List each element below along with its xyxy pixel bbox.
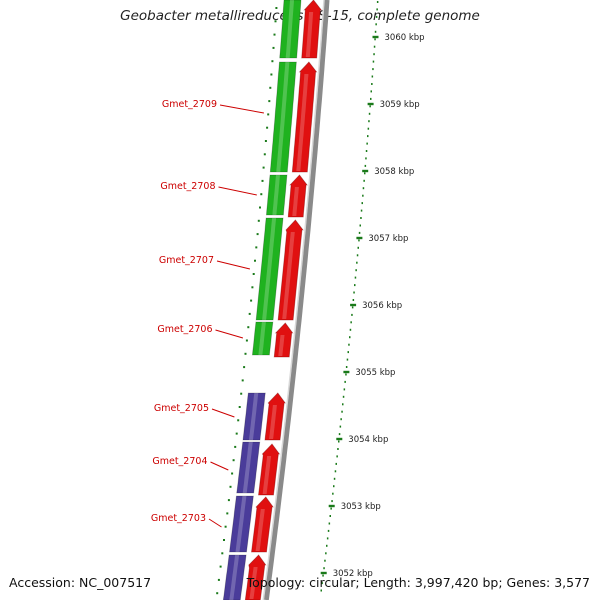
reverse-cds-shine (276, 62, 290, 172)
backbone-line (263, 0, 330, 600)
forward-cds-shine (278, 335, 285, 356)
reverse-cds-block[interactable] (279, 0, 302, 59)
ruler-label: 3052 kbp (333, 569, 373, 579)
forward-cds-shine (269, 405, 277, 439)
forward-cds-arrow[interactable] (251, 496, 274, 553)
backbone-highlight (262, 0, 325, 600)
reverse-cds-block[interactable] (222, 554, 247, 600)
reverse-strand-features (222, 0, 302, 600)
forward-cds-arrow[interactable] (287, 174, 308, 218)
reverse-cds-shine (285, 0, 294, 58)
reverse-cds-shine (242, 442, 253, 493)
ruler-label: 3059 kbp (380, 100, 420, 110)
reverse-cds-block[interactable] (236, 441, 261, 494)
gene-label[interactable]: Gmet_2704 (152, 456, 207, 467)
forward-cds-shine (262, 456, 272, 494)
gene-leader-line (211, 408, 235, 418)
reverse-cds-shine (272, 175, 280, 215)
reverse-cds-block[interactable] (242, 392, 266, 441)
forward-cds-arrow[interactable] (264, 392, 286, 441)
reverse-cds-block[interactable] (265, 174, 288, 216)
forward-cds-arrow[interactable] (273, 322, 294, 358)
reverse-cds-shine (229, 555, 240, 600)
forward-cds-arrow[interactable] (258, 443, 281, 496)
reverse-cds-shine (262, 218, 277, 320)
gene-label[interactable]: Gmet_2709 (162, 99, 217, 110)
forward-cds-shine (292, 187, 299, 216)
forward-cds-arrow[interactable] (277, 219, 304, 321)
forward-cds-shine (249, 567, 258, 599)
gene-leader-line (208, 518, 222, 528)
reverse-cds-shine (258, 322, 266, 355)
reverse-cds-block[interactable] (269, 61, 297, 173)
gene-labels: Gmet_2709 Gmet_2708 Gmet_2707 Gmet_2706 Gmet… (151, 99, 264, 528)
forward-cds-shine (282, 232, 295, 319)
topology-text: Topology: circular; Length: 3,997,420 bp… (246, 575, 590, 590)
ruler-label: 3054 kbp (348, 435, 388, 445)
ruler-label: 3057 kbp (368, 234, 408, 244)
forward-cds-arrow[interactable] (291, 61, 318, 173)
accession-text: Accession: NC_007517 (9, 575, 152, 590)
forward-cds-arrow[interactable] (301, 0, 323, 59)
gene-label[interactable]: Gmet_2708 (160, 181, 215, 192)
map-title: Geobacter metallireducens GS-15, complet… (120, 8, 480, 24)
gene-label[interactable]: Gmet_2707 (159, 255, 214, 266)
gene-leader-line (219, 104, 264, 114)
reverse-cds-shine (235, 496, 247, 552)
reverse-cds-block[interactable] (229, 495, 254, 553)
forward-cds-shine (255, 509, 265, 551)
reverse-cds-block[interactable] (255, 217, 284, 321)
gene-leader-line (218, 186, 257, 196)
kbp-ruler: 3060 kbp 3059 kbp 3058 kbp 3057 kbp 3056 kbp… (320, 1, 425, 592)
forward-cds-arrow[interactable] (244, 554, 267, 600)
inner-tick-ring (216, 7, 278, 595)
ruler-label: 3055 kbp (355, 368, 395, 378)
gene-leader-line (210, 461, 229, 471)
forward-cds-shine (305, 12, 314, 57)
forward-strand-features (244, 0, 323, 600)
genome-backbone (262, 0, 330, 600)
gene-label[interactable]: Gmet_2705 (154, 403, 209, 414)
gene-leader-line (215, 329, 244, 339)
ruler-label: 3056 kbp (362, 301, 402, 311)
ruler-label: 3053 kbp (341, 502, 381, 512)
gene-leader-line (216, 260, 251, 270)
gene-label[interactable]: Gmet_2706 (157, 324, 212, 335)
reverse-cds-block[interactable] (251, 321, 274, 356)
ruler-label: 3060 kbp (385, 33, 425, 43)
gene-label[interactable]: Gmet_2703 (151, 513, 206, 524)
forward-cds-shine (296, 74, 309, 171)
reverse-cds-shine (249, 393, 259, 440)
ruler-label: 3058 kbp (374, 167, 414, 177)
